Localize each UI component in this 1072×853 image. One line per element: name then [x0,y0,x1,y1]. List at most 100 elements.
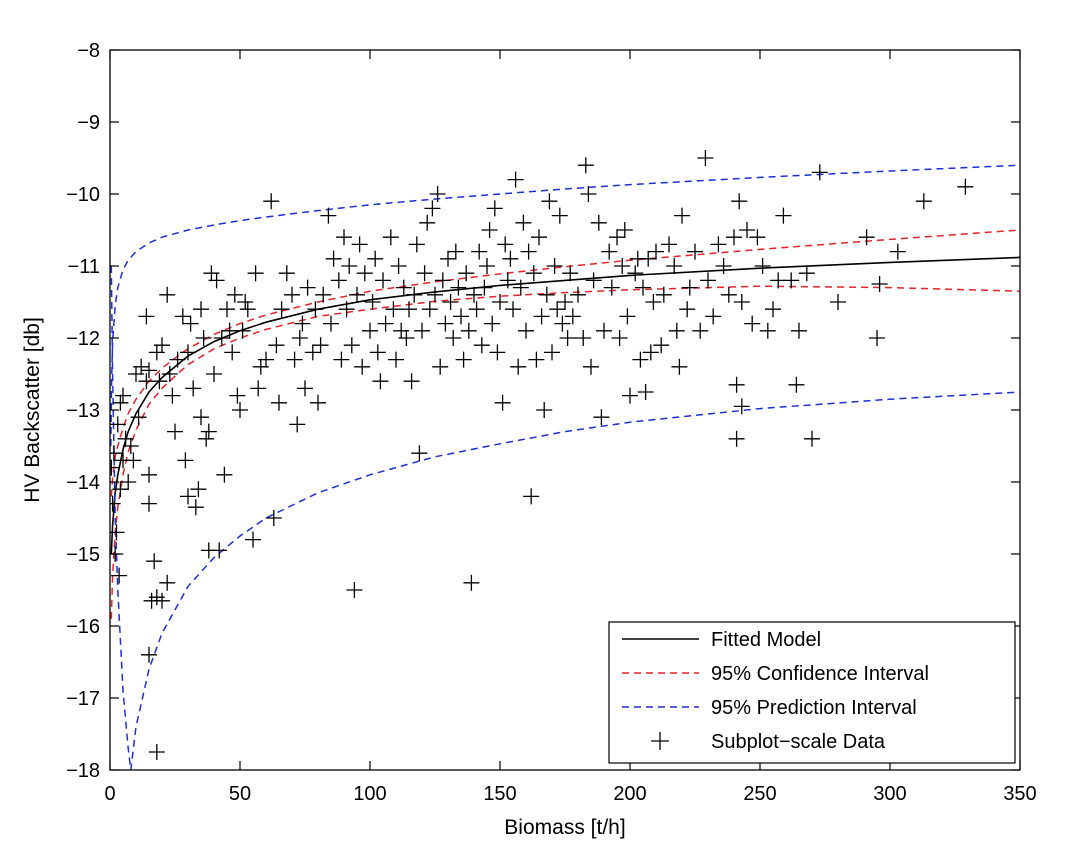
data-point [377,315,394,332]
data-point [182,315,199,332]
y-tick-label: −11 [68,256,100,278]
x-tick-label: 300 [873,783,906,805]
data-point [315,286,332,303]
data-point [232,402,248,418]
x-tick-label: 250 [743,783,776,805]
series-line-2 [110,285,1020,619]
data-point [408,236,425,253]
data-point [705,308,722,325]
data-point [362,322,378,339]
data-point [733,398,750,415]
data-point [619,308,636,325]
data-point [486,200,503,217]
data-point [169,351,186,368]
data-point [830,294,846,310]
data-point [325,250,342,267]
data-point [655,286,672,303]
data-point [577,157,594,174]
data-point [323,315,339,332]
data-point [632,351,649,368]
data-point [341,258,358,274]
data-point [546,258,563,274]
data-point [614,258,631,274]
series-line-4 [110,265,1020,770]
y-tick-label: −18 [66,760,100,782]
data-point [739,222,755,238]
data-point [271,394,287,411]
data-point [307,301,324,318]
data-point [110,416,126,433]
data-point [286,351,303,368]
data-point [648,243,664,260]
data-point [471,243,488,260]
data-point [538,286,555,303]
data-point [164,387,181,404]
data-point [310,394,326,411]
data-point [661,236,677,253]
data-point [247,265,264,282]
data-point [580,186,597,202]
data-point [297,380,313,397]
data-point [528,351,545,368]
data-point [250,380,267,397]
data-point [382,229,399,246]
data-point [229,387,246,404]
data-point [744,315,761,332]
data-point [343,337,360,354]
x-tick-label: 100 [353,783,386,805]
data-point [403,373,420,390]
data-point [442,294,459,310]
data-point [811,164,828,181]
data-point [687,243,703,260]
legend-label: Fitted Model [711,629,821,651]
data-point [450,279,467,296]
data-points [110,150,974,760]
data-point [346,582,363,598]
data-point [559,330,576,346]
data-point [401,301,417,318]
data-point [437,315,454,332]
data-point [499,272,516,289]
data-point [575,330,592,346]
legend: Fitted Model 95% Confidence Interval 95% P… [608,621,1016,764]
data-point [497,236,514,253]
data-point [120,474,137,490]
data-point [419,214,436,231]
data-point [193,301,209,318]
legend-swatch [651,732,669,750]
data-point [234,322,251,339]
data-point [681,279,698,296]
data-point [557,294,573,310]
data-point [593,409,610,426]
data-point [551,207,568,224]
data-point [754,258,771,274]
data-point [525,265,542,282]
data-point [494,394,511,411]
data-point [601,243,618,260]
data-point [312,337,329,354]
data-point [213,330,230,346]
data-point [112,481,129,498]
data-point [679,301,696,318]
data-point [237,294,254,310]
data-point [640,250,657,267]
data-point [635,279,651,296]
data-point [299,279,316,296]
axis-tick-labels: 0 50 100 150 200 250 300 350 −18 −17 −16 −15 −14 −13 −… [66,40,1037,805]
data-point [554,315,571,332]
data-point [603,279,620,296]
data-point [453,308,469,325]
data-point [206,366,222,382]
data-point [263,193,280,210]
data-point [338,301,355,318]
data-point [463,574,480,591]
x-axis-label: Biomass [t/h] [504,816,625,839]
data-point [871,276,888,292]
y-tick-label: −8 [77,40,100,62]
data-point [515,214,532,231]
data-point [273,301,290,318]
data-point [468,301,485,318]
data-point [492,294,508,310]
data-point [141,466,157,483]
data-point [692,322,709,339]
